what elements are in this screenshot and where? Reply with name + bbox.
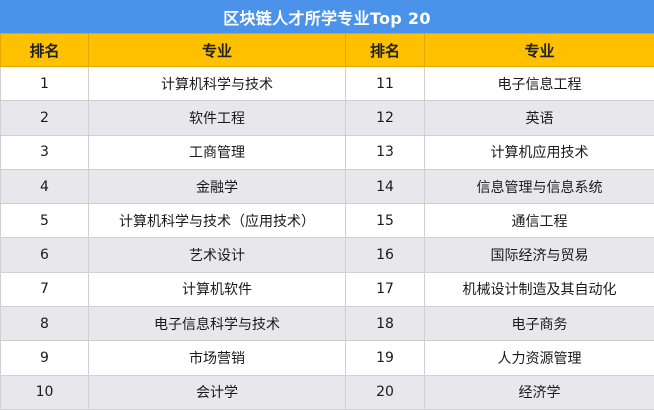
major-cell: 电子信息科学与技术 (88, 306, 346, 342)
rank-cell: 15 (345, 203, 425, 239)
header-rank-left: 排名 (0, 33, 89, 67)
rank-cell: 5 (0, 203, 89, 239)
rank-cell: 8 (0, 306, 89, 342)
rank-cell: 2 (0, 100, 89, 136)
major-cell: 通信工程 (424, 203, 654, 239)
rank-cell: 10 (0, 374, 89, 410)
major-cell: 电子信息工程 (424, 65, 654, 102)
major-cell: 计算机科学与技术（应用技术） (88, 203, 346, 239)
rank-cell: 20 (345, 374, 425, 410)
table-row: 6 艺术设计 16 国际经济与贸易 (0, 237, 654, 273)
table-row: 9 市场营销 19 人力资源管理 (0, 340, 654, 376)
ranking-table: 排名 专业 排名 专业 1 计算机科学与技术 11 电子信息工程 2 软件工程 … (0, 33, 654, 410)
rank-cell: 11 (345, 65, 425, 102)
major-cell: 市场营销 (88, 340, 346, 376)
major-cell: 英语 (424, 100, 654, 136)
table-row: 1 计算机科学与技术 11 电子信息工程 (0, 65, 654, 102)
major-cell: 软件工程 (88, 100, 346, 136)
rank-cell: 1 (0, 65, 89, 102)
major-cell: 国际经济与贸易 (424, 237, 654, 273)
major-cell: 经济学 (424, 374, 654, 410)
rank-cell: 6 (0, 237, 89, 273)
table-row: 8 电子信息科学与技术 18 电子商务 (0, 306, 654, 342)
major-cell: 电子商务 (424, 306, 654, 342)
major-cell: 计算机软件 (88, 271, 346, 308)
major-cell: 计算机应用技术 (424, 134, 654, 170)
table-title: 区块链人才所学专业Top 20 (0, 0, 654, 33)
rank-cell: 16 (345, 237, 425, 273)
table-row: 10 会计学 20 经济学 (0, 374, 654, 410)
rank-cell: 17 (345, 271, 425, 308)
header-major-left: 专业 (88, 33, 346, 67)
rank-cell: 18 (345, 306, 425, 342)
rank-cell: 13 (345, 134, 425, 170)
table-row: 5 计算机科学与技术（应用技术） 15 通信工程 (0, 203, 654, 239)
major-cell: 信息管理与信息系统 (424, 168, 654, 205)
table-row: 3 工商管理 13 计算机应用技术 (0, 134, 654, 170)
major-cell: 工商管理 (88, 134, 346, 170)
rank-cell: 4 (0, 168, 89, 205)
rank-cell: 7 (0, 271, 89, 308)
major-cell: 人力资源管理 (424, 340, 654, 376)
rank-cell: 14 (345, 168, 425, 205)
major-cell: 机械设计制造及其自动化 (424, 271, 654, 308)
table-row: 7 计算机软件 17 机械设计制造及其自动化 (0, 271, 654, 308)
table-row: 2 软件工程 12 英语 (0, 100, 654, 136)
major-cell: 计算机科学与技术 (88, 65, 346, 102)
header-row: 排名 专业 排名 专业 (0, 33, 654, 67)
major-cell: 金融学 (88, 168, 346, 205)
header-major-right: 专业 (424, 33, 654, 67)
major-cell: 艺术设计 (88, 237, 346, 273)
rank-cell: 9 (0, 340, 89, 376)
rank-cell: 19 (345, 340, 425, 376)
header-rank-right: 排名 (345, 33, 425, 67)
rank-cell: 12 (345, 100, 425, 136)
table-row: 4 金融学 14 信息管理与信息系统 (0, 168, 654, 205)
rank-cell: 3 (0, 134, 89, 170)
major-cell: 会计学 (88, 374, 346, 410)
